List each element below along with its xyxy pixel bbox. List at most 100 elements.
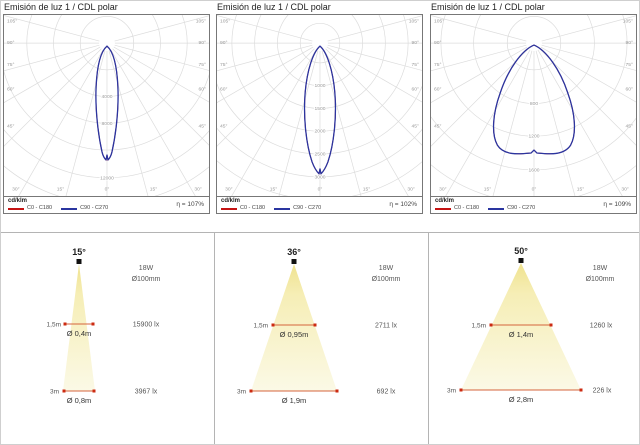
angle-tick: 45° <box>220 123 227 129</box>
power-label: 18W <box>379 265 394 272</box>
distance-label: 3m <box>447 388 456 395</box>
efficiency-value: η = 107% <box>176 201 204 208</box>
angle-tick: 75° <box>412 62 419 68</box>
ring-value-labels: 1000 1500 2000 2500 3000 <box>314 82 327 181</box>
angle-tick: 60° <box>220 87 227 93</box>
illuminance-label: 2711 lx <box>375 323 398 330</box>
c90-c270-swatch <box>274 207 291 210</box>
efficiency-value: η = 102% <box>389 201 417 208</box>
beam-divider-1 <box>214 232 215 444</box>
angle-tick: 90° <box>434 40 441 46</box>
c0-c180-label: C0 - C180 <box>454 205 480 211</box>
ring-value: 1600 <box>529 167 540 173</box>
luminaire-marker <box>291 259 297 264</box>
illuminance-label: 1260 lx <box>590 323 613 330</box>
beam-divider-2 <box>428 232 429 444</box>
fixture-diameter-label: Ø100mm <box>372 276 401 283</box>
polar-chart-1: 4000 8000 12000 105° 105° 90° 90° 75° 75° 60° 60°… <box>3 14 210 214</box>
ring-value: 1200 <box>529 134 540 140</box>
curve-c90-c270 <box>95 45 119 161</box>
angle-tick: 60° <box>626 87 633 93</box>
measure-dot <box>549 323 553 327</box>
legend-unit: cd/klm <box>8 198 28 204</box>
spot-diameter-label: Ø 0,95m <box>280 330 309 339</box>
distance-label: 3m <box>50 389 59 396</box>
polar-legend-3: cd/klm C0 - C180 C90 - C270 η = 109% <box>431 196 636 213</box>
angle-tick: 45° <box>434 123 441 129</box>
legend-unit: cd/klm <box>435 198 455 204</box>
angle-tick: 90° <box>412 40 419 46</box>
legend-unit: cd/klm <box>221 198 241 204</box>
angle-tick: 45° <box>199 123 206 129</box>
angle-tick: 75° <box>434 62 441 68</box>
angle-tick: 0° <box>105 187 110 193</box>
illuminance-label: 15900 lx <box>133 322 160 329</box>
power-label: 18W <box>593 265 608 272</box>
measure-dot <box>489 323 493 327</box>
angle-tick: 105° <box>220 18 230 24</box>
panel-title-2: Emisión de luz 1 / CDL polar <box>217 2 331 12</box>
panel-title-3: Emisión de luz 1 / CDL polar <box>431 2 545 12</box>
angle-tick-labels: 105° 105° 90° 90° 75° 75° 60° 60° 45° 45° 30° 15° 0°… <box>7 18 206 192</box>
polar-chart-3: 800 1200 1600 105° 105° 90° 90° 75° 75° 60° 60° 45… <box>430 14 637 214</box>
measure-dot <box>459 388 463 392</box>
beam-diagram-15deg: 15° 18W Ø100mm 1,5m Ø 0,4m 15900 lx 3m Ø… <box>47 247 161 405</box>
angle-tick: 60° <box>434 87 441 93</box>
polar-grid <box>4 15 209 196</box>
c0-c180-swatch <box>221 207 237 210</box>
polar-plot-2: 1000 1500 2000 2500 3000 105° 105° 90° 90° 75° 75… <box>217 15 422 196</box>
distance-label: 3m <box>237 389 246 396</box>
angle-tick: 15° <box>150 187 157 193</box>
fixture-diameter-label: Ø100mm <box>132 276 161 283</box>
polar-grid <box>431 15 636 196</box>
beam-angle-label: 15° <box>72 247 86 257</box>
measure-dot <box>579 388 583 392</box>
angle-tick-labels: 105° 105° 90° 90° 75° 75° 60° 60° 45° 45° 30° 15° 0°… <box>434 18 633 192</box>
ring-value: 3000 <box>315 174 326 180</box>
polar-grid <box>217 15 422 196</box>
angle-tick: 15° <box>577 187 584 193</box>
illuminance-label: 226 lx <box>593 388 612 395</box>
curve-c90-c270 <box>492 44 576 155</box>
polar-plot-3: 800 1200 1600 105° 105° 90° 90° 75° 75° 60° 60° 45… <box>431 15 636 196</box>
ring-value: 8000 <box>102 121 113 127</box>
efficiency-value: η = 109% <box>603 201 631 208</box>
measure-dot <box>313 323 317 327</box>
c0-c180-swatch <box>435 207 451 210</box>
illuminance-label: 3967 lx <box>135 389 158 396</box>
panel-title-1: Emisión de luz 1 / CDL polar <box>4 2 118 12</box>
angle-tick: 60° <box>199 87 206 93</box>
beam-angle-label: 50° <box>514 246 528 256</box>
angle-tick: 60° <box>7 87 14 93</box>
polar-legend-2: cd/klm C0 - C180 C90 - C270 η = 102% <box>217 196 422 213</box>
illuminance-label: 692 lx <box>377 389 396 396</box>
section-divider <box>1 232 639 233</box>
curve-c90-c270 <box>303 45 337 175</box>
angle-tick: 75° <box>7 62 14 68</box>
luminaire-marker <box>518 258 524 263</box>
angle-tick: 90° <box>7 40 14 46</box>
polar-chart-2: 1000 1500 2000 2500 3000 105° 105° 90° 90° 75° 75… <box>216 14 423 214</box>
fixture-diameter-label: Ø100mm <box>586 276 615 283</box>
angle-tick: 15° <box>57 187 64 193</box>
measure-dot <box>271 323 275 327</box>
spot-diameter-label: Ø 1,9m <box>282 396 307 405</box>
light-cone <box>251 264 337 391</box>
measure-dot <box>249 389 253 393</box>
beam-diagram-50deg: 50° 18W Ø100mm 1,5m Ø 1,4m 1260 lx 3m Ø … <box>447 246 615 404</box>
ring-value: 12000 <box>100 175 114 181</box>
angle-tick: 15° <box>484 187 491 193</box>
c90-c270-label: C90 - C270 <box>80 205 109 211</box>
angle-tick: 60° <box>412 87 419 93</box>
angle-tick: 75° <box>220 62 227 68</box>
light-cone <box>461 263 581 390</box>
power-label: 18W <box>139 265 154 272</box>
measure-dot <box>63 322 67 326</box>
measure-dot <box>92 389 96 393</box>
ring-value-labels: 4000 8000 12000 <box>99 93 115 182</box>
c90-c270-swatch <box>488 207 505 210</box>
c90-c270-swatch <box>61 207 78 210</box>
angle-tick: 75° <box>199 62 206 68</box>
measure-dot <box>335 389 339 393</box>
